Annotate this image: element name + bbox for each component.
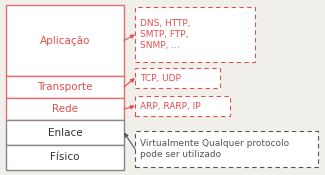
Bar bbox=[6, 5, 124, 76]
Text: Transporte: Transporte bbox=[37, 82, 93, 92]
Bar bbox=[135, 7, 255, 62]
Bar bbox=[6, 98, 124, 120]
Bar bbox=[135, 68, 220, 88]
Text: TCP, UDP: TCP, UDP bbox=[140, 74, 181, 82]
Text: Enlace: Enlace bbox=[48, 128, 82, 138]
Text: Rede: Rede bbox=[52, 104, 78, 114]
Text: DNS, HTTP,
SMTP, FTP,
SNMP, ...: DNS, HTTP, SMTP, FTP, SNMP, ... bbox=[140, 19, 190, 50]
Text: Virtualmente Qualquer protocolo
pode ser utilizado: Virtualmente Qualquer protocolo pode ser… bbox=[140, 139, 289, 159]
Bar bbox=[6, 145, 124, 170]
Text: Aplicação: Aplicação bbox=[40, 36, 90, 46]
Bar bbox=[6, 76, 124, 98]
Bar bbox=[6, 120, 124, 145]
Bar bbox=[135, 96, 230, 116]
Text: Físico: Físico bbox=[50, 152, 80, 163]
Bar bbox=[135, 131, 318, 167]
Text: ARP, RARP, IP: ARP, RARP, IP bbox=[140, 102, 201, 110]
